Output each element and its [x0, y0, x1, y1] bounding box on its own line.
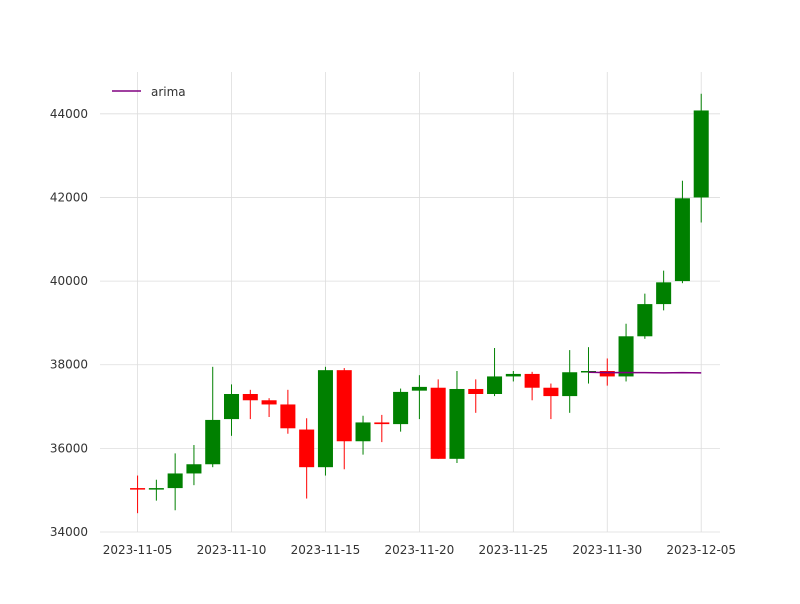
y-tick-label: 44000 — [50, 107, 88, 121]
y-tick-label: 34000 — [50, 525, 88, 539]
x-tick-label: 2023-12-05 — [666, 543, 736, 557]
candle-body — [580, 371, 596, 373]
candle-body — [656, 282, 672, 305]
y-tick-label: 36000 — [50, 441, 88, 455]
candle-body — [487, 376, 503, 394]
y-tick-label: 38000 — [50, 358, 88, 372]
candle-body — [242, 394, 258, 401]
candle-body — [261, 400, 277, 405]
candle-body — [280, 404, 296, 429]
x-tick-label: 2023-11-10 — [197, 543, 267, 557]
y-tick-label: 40000 — [50, 274, 88, 288]
x-tick-label: 2023-11-20 — [385, 543, 455, 557]
candle-body — [186, 464, 202, 474]
candle-body — [562, 372, 578, 397]
candle-body — [148, 488, 164, 490]
candle-body — [336, 370, 352, 442]
grid — [100, 72, 720, 533]
candle-body — [674, 198, 690, 282]
candle-body — [524, 373, 540, 388]
axes: 2023-11-05 2023-11-10 2023-11-15 2023-11-20… — [50, 107, 736, 557]
candle-body — [599, 371, 615, 377]
x-tick-label: 2023-11-05 — [103, 543, 173, 557]
candle-body — [468, 388, 484, 394]
candle-body — [355, 422, 371, 442]
candle-body — [637, 304, 653, 337]
forecast-lines — [588, 371, 702, 374]
candle-body — [205, 419, 221, 465]
x-tick-label: 2023-11-15 — [291, 543, 361, 557]
candle-body — [393, 391, 409, 425]
x-tick-label: 2023-11-30 — [572, 543, 642, 557]
candle-body — [130, 488, 146, 490]
legend-label-arima: arima — [151, 85, 186, 99]
candle-body — [618, 336, 634, 377]
x-tick-label: 2023-11-25 — [478, 543, 548, 557]
candle-body — [317, 370, 333, 468]
y-tick-label: 42000 — [50, 190, 88, 204]
arima-line — [588, 371, 702, 374]
candles — [130, 93, 709, 514]
candle-body — [505, 373, 521, 377]
candle-body — [411, 386, 427, 391]
candle-body — [167, 473, 183, 489]
candle-body — [449, 388, 465, 459]
candle-body — [430, 387, 446, 459]
legend: arima — [112, 85, 186, 99]
candle-body — [224, 394, 240, 420]
candle-body — [374, 422, 390, 425]
candle-body — [299, 429, 315, 468]
candle-body — [693, 110, 709, 198]
candle-body — [543, 387, 559, 397]
